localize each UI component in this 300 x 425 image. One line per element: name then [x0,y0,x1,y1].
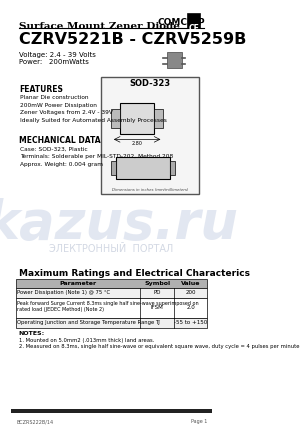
Text: Approx. Weight: 0.004 gram: Approx. Weight: 0.004 gram [20,162,103,167]
Text: Operating Junction and Storage Temperature Range: Operating Junction and Storage Temperatu… [17,320,155,325]
Text: BCZRS222B/14: BCZRS222B/14 [16,419,53,424]
Bar [101,76,199,194]
Text: 2. Measured on 8.3ms, single half sine-wave or equivalent square wave, duty cycl: 2. Measured on 8.3ms, single half sine-w… [19,344,300,349]
Text: Peak forward Surge Current 8.3ms single half sine-wave superimposed on: Peak forward Surge Current 8.3ms single … [17,300,199,306]
Bar [111,161,116,175]
Text: Planar Die construction: Planar Die construction [20,95,88,99]
Bar [170,161,176,175]
Text: SOD-323: SOD-323 [130,79,171,88]
Bar [154,108,164,128]
Text: 2.0: 2.0 [186,305,195,310]
Text: 1. Mounted on 5.0mm2 (.013mm thick) land areas.: 1. Mounted on 5.0mm2 (.013mm thick) land… [19,338,154,343]
Text: MECHANICAL DATA: MECHANICAL DATA [19,136,100,145]
Text: Page 1: Page 1 [191,419,207,424]
Text: IFSM: IFSM [151,305,164,310]
Text: Zener Voltages from 2.4V - 39V: Zener Voltages from 2.4V - 39V [20,110,113,116]
Text: Value: Value [181,281,200,286]
Text: 2.80: 2.80 [132,142,142,146]
Bar [111,108,120,128]
Text: Voltage: 2.4 - 39 Volts: Voltage: 2.4 - 39 Volts [19,52,96,58]
Bar [16,279,207,288]
Text: CE: CE [188,24,199,33]
Text: Power Dissipation (Note 1) @ 75 °C: Power Dissipation (Note 1) @ 75 °C [17,290,110,295]
FancyBboxPatch shape [188,14,200,28]
Bar [120,102,154,134]
Bar [11,409,212,413]
Text: 200: 200 [185,290,196,295]
Text: 200mW Power Dissipation: 200mW Power Dissipation [20,102,97,108]
Text: kazus.ru: kazus.ru [0,198,238,250]
Text: Symbol: Symbol [144,281,170,286]
Bar [16,317,207,328]
Text: rated load (JEDEC Method) (Note 2): rated load (JEDEC Method) (Note 2) [17,306,104,312]
Bar [116,157,170,179]
Bar [16,298,207,317]
Text: Ideally Suited for Automated Assembly Processes: Ideally Suited for Automated Assembly Pr… [20,119,167,123]
Text: CZRV5221B - CZRV5259B: CZRV5221B - CZRV5259B [19,32,246,47]
Bar [16,288,207,298]
Text: Terminals: Solderable per MIL-STD-202, Method 208: Terminals: Solderable per MIL-STD-202, M… [20,154,173,159]
Text: -55 to +150: -55 to +150 [174,320,207,325]
Bar [167,52,182,68]
Text: NOTES:: NOTES: [19,332,45,337]
Text: TJ: TJ [155,320,160,325]
Text: Case: SOD-323, Plastic: Case: SOD-323, Plastic [20,146,88,151]
Text: Maximum Ratings and Electrical Characterics: Maximum Ratings and Electrical Character… [19,269,250,278]
Text: Dimensions in inches (mm/millimeters): Dimensions in inches (mm/millimeters) [112,188,188,192]
Text: FEATURES: FEATURES [19,85,63,94]
Text: Parameter: Parameter [60,281,97,286]
Text: ЭЛЕКТРОННЫЙ  ПОРТАЛ: ЭЛЕКТРОННЫЙ ПОРТАЛ [50,244,174,254]
Text: Power:   200mWatts: Power: 200mWatts [19,59,88,65]
Text: PD: PD [154,290,161,295]
Text: Surface Mount Zener Diode: Surface Mount Zener Diode [19,22,180,31]
Text: COMCHIP: COMCHIP [157,18,205,27]
